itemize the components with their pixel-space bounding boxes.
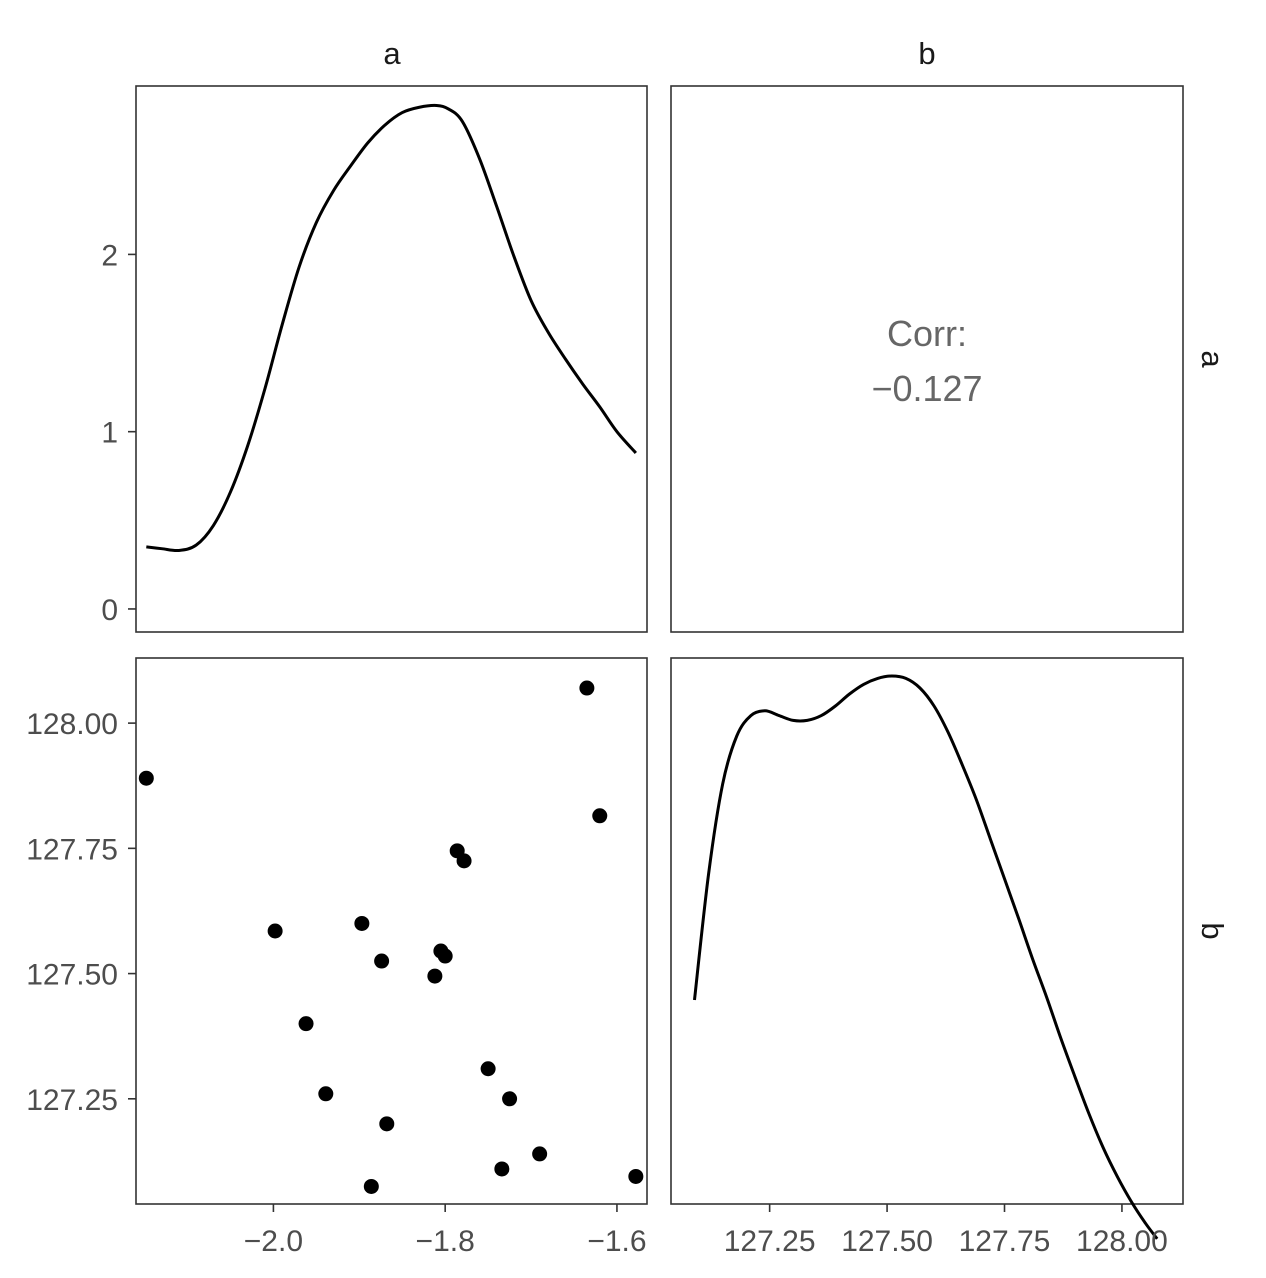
x-tick-label-b: 127.50 (841, 1225, 933, 1258)
panel-a-a (135, 85, 648, 633)
y-tick-label-a: 1 (101, 417, 118, 450)
scatter-point (363, 1178, 379, 1194)
scatter-point (437, 948, 453, 964)
scatter-point (592, 808, 608, 824)
scatter-point (374, 953, 390, 969)
scatter-point (379, 1116, 395, 1132)
x-tick-label-a: −1.6 (587, 1225, 646, 1258)
scatter-point (532, 1146, 548, 1162)
y-tick-label-b: 127.25 (26, 1084, 118, 1117)
x-tick-label-b: 127.25 (724, 1225, 816, 1258)
x-tick-label-b: 127.75 (959, 1225, 1051, 1258)
strip-right-b: b (1195, 922, 1230, 939)
y-tick-label-b: 128.00 (26, 708, 118, 741)
scatter-point (354, 915, 370, 931)
strip-top-b: b (918, 36, 935, 71)
scatter-point (502, 1091, 518, 1107)
strip-top-a: a (383, 36, 401, 71)
density-curve-a (146, 103, 637, 553)
scatter-point (138, 770, 154, 786)
scatter-point (628, 1168, 644, 1184)
y-tick-label-b: 127.50 (26, 959, 118, 992)
panel-b-a (135, 657, 648, 1205)
scatter-point (480, 1061, 496, 1077)
scatter-point (298, 1016, 314, 1032)
y-tick-label-b: 127.75 (26, 833, 118, 866)
x-tick-label-b: 128.00 (1076, 1225, 1168, 1258)
x-tick-label-a: −2.0 (244, 1225, 303, 1258)
scatter-point (267, 923, 283, 939)
y-tick-label-a: 0 (101, 594, 118, 627)
strip-right-a: a (1195, 350, 1230, 368)
panel-b-b (670, 657, 1184, 1205)
corr-label: Corr: (887, 313, 967, 354)
scatter-point (494, 1161, 510, 1177)
scatter-point (427, 968, 443, 984)
chart-marks: 0 1 2 127.25 127.50 127.75 128.00 −2.0 −1.8 −1.6 1… (26, 103, 1168, 1258)
scatter-point (456, 853, 472, 869)
y-tick-label-a: 2 (101, 239, 118, 272)
scatter-point (318, 1086, 334, 1102)
corr-value: −0.127 (871, 368, 982, 409)
x-tick-label-a: −1.8 (416, 1225, 475, 1258)
density-curve-b (692, 674, 1159, 1240)
scatter-point (579, 680, 595, 696)
panel-a-b (670, 85, 1184, 633)
